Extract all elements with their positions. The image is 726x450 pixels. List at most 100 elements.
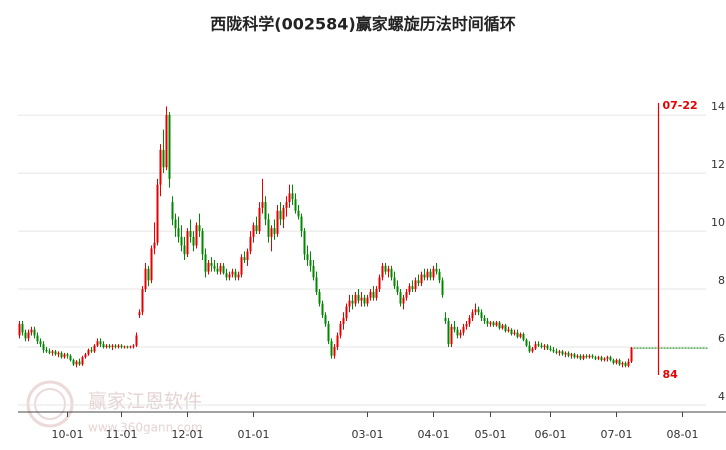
candle-body — [57, 352, 60, 355]
candle-body — [594, 357, 597, 359]
candle-body — [495, 322, 498, 326]
candle-body — [258, 207, 261, 232]
candle-body — [639, 347, 642, 349]
candle-body — [393, 277, 396, 287]
candle-body — [609, 357, 612, 361]
x-tick-label: 12-01 — [172, 428, 204, 441]
candle-body — [141, 289, 144, 313]
candle-body — [42, 344, 45, 350]
candle-body — [408, 286, 411, 292]
candle-body — [555, 351, 558, 353]
candle-body — [606, 357, 609, 359]
candle-body — [126, 346, 129, 348]
candle-body — [342, 318, 345, 324]
candle-body — [102, 344, 105, 348]
candle-body — [459, 332, 462, 336]
candle-body — [567, 352, 570, 356]
candle-body — [642, 347, 645, 349]
candle-body — [600, 357, 603, 361]
candle-body — [30, 329, 33, 333]
candle-body — [528, 345, 531, 352]
candle-body — [174, 219, 177, 229]
candle-body — [696, 347, 699, 349]
watermark: www.360gann.com — [88, 421, 203, 435]
candle-body — [597, 357, 600, 359]
candle-body — [669, 347, 672, 349]
candle-body — [153, 242, 156, 249]
candle-body — [228, 274, 231, 278]
candle-body — [621, 362, 624, 365]
candle-body — [531, 348, 534, 352]
candle-body — [618, 360, 621, 365]
candle-body — [672, 347, 675, 349]
candle-body — [378, 277, 381, 290]
candle-body — [573, 354, 576, 358]
candle-body — [675, 347, 678, 349]
candle-body — [273, 228, 276, 234]
candle-body — [216, 268, 219, 272]
candle-body — [171, 202, 174, 220]
candle-body — [474, 309, 477, 313]
chart-title: 西陇科学(002584)赢家螺旋历法时间循环 — [210, 15, 515, 34]
candle-body — [705, 347, 708, 349]
candle-body — [351, 300, 354, 304]
candle-body — [366, 297, 369, 304]
candle-body — [558, 351, 561, 353]
candle-body — [159, 149, 162, 185]
candle-body — [324, 315, 327, 324]
candle-body — [651, 347, 654, 349]
candle-body — [300, 216, 303, 232]
candle-body — [198, 225, 201, 232]
candle-body — [540, 345, 543, 348]
candle-body — [384, 265, 387, 272]
candle-body — [54, 351, 57, 355]
candle-body — [123, 346, 126, 348]
candle-body — [498, 322, 501, 329]
candle-body — [369, 291, 372, 298]
candle-body — [402, 297, 405, 304]
candle-body — [363, 297, 366, 304]
candle-body — [450, 326, 453, 345]
candle-body — [237, 274, 240, 278]
candle-body — [549, 348, 552, 350]
candle-body — [645, 347, 648, 349]
candle-body — [279, 210, 282, 220]
candle-body — [420, 274, 423, 284]
candle-body — [201, 231, 204, 255]
candle-body — [483, 318, 486, 321]
candle-body — [147, 268, 150, 281]
candle-body — [297, 210, 300, 217]
candle-body — [660, 347, 663, 349]
candle-body — [288, 193, 291, 203]
candle-body — [66, 354, 69, 356]
candle-body — [591, 355, 594, 358]
candle-body — [90, 349, 93, 352]
candle-body — [63, 354, 66, 358]
candle-body — [78, 361, 81, 365]
candle-body — [177, 228, 180, 237]
logo-ring — [26, 380, 74, 428]
candle-body — [357, 294, 360, 301]
candle-body — [129, 346, 132, 348]
candle-body — [678, 347, 681, 349]
candle-body — [681, 347, 684, 349]
candle-body — [339, 323, 342, 336]
cycle-date: 07-22 — [663, 99, 698, 112]
candle-body — [75, 361, 78, 365]
candle-body — [615, 360, 618, 363]
candle-body — [294, 199, 297, 211]
candle-body — [702, 347, 705, 349]
candle-body — [417, 280, 420, 284]
candle-body — [438, 271, 441, 281]
candle-body — [48, 351, 51, 353]
candle-body — [423, 274, 426, 278]
candle-body — [84, 354, 87, 358]
candle-body — [219, 265, 222, 272]
candle-body — [207, 262, 210, 272]
candle-body — [471, 312, 474, 319]
candle-body — [321, 303, 324, 316]
candle-body — [336, 335, 339, 348]
candle-body — [282, 207, 285, 220]
candle-body — [579, 355, 582, 359]
candle-body — [186, 231, 189, 255]
